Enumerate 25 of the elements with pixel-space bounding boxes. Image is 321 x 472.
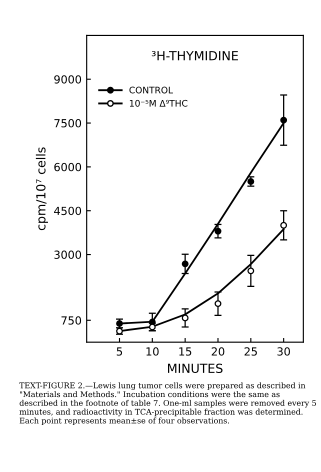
- y-tick-label: 750: [62, 316, 82, 325]
- legend-label: CONTROL: [129, 86, 173, 94]
- x-tick-label: 15: [179, 347, 192, 356]
- legend-label: 10⁻⁵M Δ⁹THC: [130, 100, 188, 107]
- x-tick-label: 25: [244, 347, 257, 356]
- point: [280, 116, 288, 124]
- point: [182, 260, 189, 268]
- y-axis-title: cpm/10⁷ cells: [36, 147, 48, 230]
- y-tick-label: 6000: [54, 162, 82, 172]
- x-tick-label: 20: [212, 347, 224, 356]
- x-tick-label: 5: [116, 347, 122, 356]
- x-tick-label: 10: [146, 347, 159, 356]
- point: [247, 268, 254, 274]
- point: [247, 178, 254, 185]
- point: [182, 314, 189, 322]
- y-tick-label: 4500: [54, 206, 82, 216]
- y-tick-label: 7500: [54, 119, 82, 128]
- point: [214, 228, 222, 235]
- point: [280, 222, 288, 229]
- point: [214, 300, 222, 308]
- x-tick-label: 30: [277, 347, 290, 356]
- text: ³H-THYMIDINE: [152, 50, 238, 60]
- x-axis-title: MINUTES: [168, 364, 223, 374]
- y-tick-label: 3000: [54, 250, 82, 259]
- y-tick-label: 9000: [54, 75, 82, 84]
